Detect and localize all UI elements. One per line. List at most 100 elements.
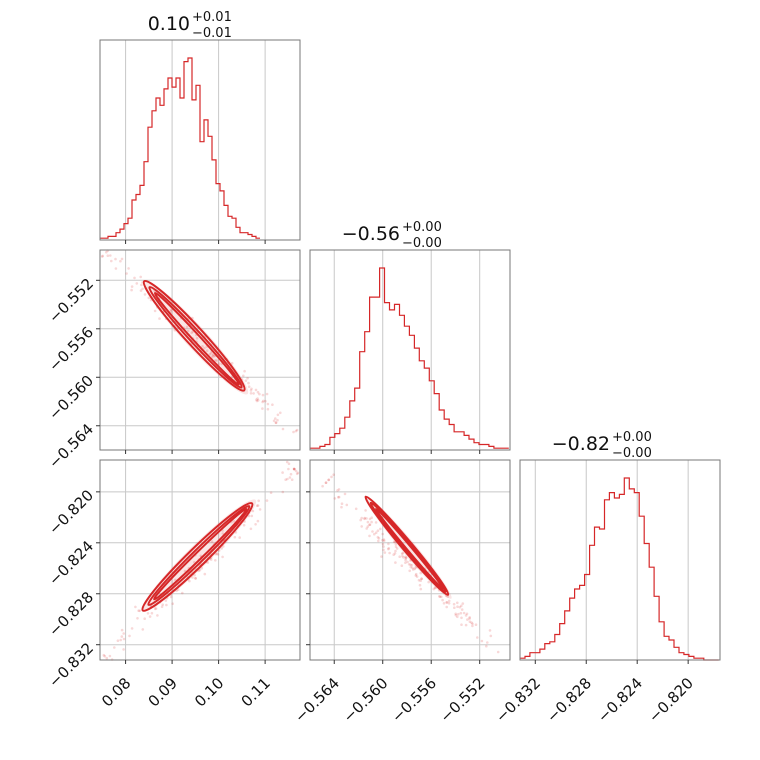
scatter-point <box>360 525 364 528</box>
histogram-p2 <box>520 477 719 661</box>
scatter-point <box>203 346 206 350</box>
scatter-point <box>154 607 158 610</box>
scatter-point <box>130 285 134 288</box>
scatter-point <box>366 520 370 524</box>
scatter-point <box>250 387 253 391</box>
x-tick-label: 0.10 <box>191 674 227 710</box>
scatter-point <box>354 507 358 511</box>
x-tick-label: −0.564 <box>291 674 343 726</box>
scatter-point <box>261 407 264 410</box>
contour-level-1 <box>142 279 246 392</box>
scatter-point <box>242 523 246 527</box>
scatter-point <box>113 646 116 649</box>
scatter-point <box>374 531 378 534</box>
scatter-point <box>103 654 107 658</box>
scatter-point <box>382 548 385 552</box>
contour-level-3 <box>374 507 445 590</box>
scatter-point <box>410 563 414 567</box>
scatter-point <box>461 602 465 605</box>
scatter-point <box>114 267 118 270</box>
scatter-point <box>222 545 225 548</box>
scatter-point <box>420 577 423 581</box>
scatter-point <box>445 601 449 604</box>
scatter-point <box>387 542 390 546</box>
panel-title-value: 0.10 <box>148 13 190 35</box>
panel-frame <box>309 459 511 661</box>
scatter-point <box>404 555 407 559</box>
scatter-point <box>336 489 339 492</box>
scatter-point <box>460 608 464 611</box>
contour-level-1 <box>141 502 254 612</box>
scatter-point <box>139 289 143 292</box>
scatter-point <box>139 275 142 279</box>
scatter-point <box>258 508 262 511</box>
scatter-point <box>193 574 196 577</box>
scatter-point <box>441 598 444 602</box>
contour-level-2 <box>369 501 447 593</box>
scatter-point <box>327 478 330 482</box>
scatter-point <box>445 601 448 604</box>
panel-0-0: 0.10 +0.01−0.01 <box>99 10 301 244</box>
x-tick-label: −0.552 <box>437 674 489 726</box>
scatter-point <box>440 595 443 599</box>
scatter-point <box>143 293 147 296</box>
scatter-point <box>150 611 154 615</box>
scatter-point <box>156 614 159 617</box>
scatter-point <box>146 612 150 615</box>
scatter-point <box>246 377 249 380</box>
scatter-point <box>120 257 124 261</box>
scatter-point <box>460 604 463 608</box>
scatter-point <box>404 557 408 560</box>
scatter-point <box>230 361 234 365</box>
scatter-point <box>368 523 372 526</box>
x-tick-label: −0.824 <box>594 674 646 726</box>
scatter-point <box>211 354 214 357</box>
scatter-point <box>161 603 164 606</box>
scatter-point <box>432 587 436 591</box>
scatter-point <box>194 577 197 580</box>
scatter-point <box>221 532 225 535</box>
scatter-point <box>433 586 437 589</box>
scatter-point <box>404 556 408 559</box>
scatter-point <box>287 462 291 466</box>
scatter-point <box>446 595 450 598</box>
scatter-point <box>137 609 140 612</box>
scatter-point <box>368 523 371 527</box>
scatter-point <box>418 583 422 587</box>
scatter-point <box>460 623 463 626</box>
scatter-point <box>272 419 276 423</box>
scatter-point <box>102 653 106 657</box>
panel-title-value: −0.56 <box>342 223 400 245</box>
scatter-point <box>321 484 324 488</box>
scatter-point <box>408 569 412 573</box>
scatter-point <box>295 472 299 476</box>
scatter-point <box>382 539 386 543</box>
scatter-point <box>337 495 341 499</box>
scatter-point <box>474 623 478 626</box>
x-tick-label: −0.820 <box>645 674 697 726</box>
scatter-point <box>294 429 298 433</box>
scatter-point <box>190 331 193 335</box>
scatter-point <box>376 529 380 532</box>
scatter-point <box>345 503 349 507</box>
scatter-point <box>234 531 238 534</box>
scatter-point <box>242 374 245 378</box>
scatter-point <box>171 602 174 605</box>
scatter-point <box>464 614 468 617</box>
scatter-point <box>373 532 376 536</box>
scatter-point <box>211 353 215 356</box>
scatter-point <box>333 497 337 500</box>
scatter-point <box>247 514 251 518</box>
scatter-point <box>130 288 133 292</box>
scatter-point <box>285 460 289 464</box>
scatter-point <box>414 572 418 576</box>
scatter-point <box>442 602 446 605</box>
scatter-point <box>256 399 260 402</box>
scatter-point <box>138 609 141 613</box>
panel-title-minus: −0.00 <box>402 236 442 251</box>
scatter-point <box>215 552 219 555</box>
scatter-point <box>209 351 213 355</box>
scatter-point <box>153 309 157 313</box>
scatter-point <box>100 255 104 258</box>
scatter-point <box>340 502 344 506</box>
